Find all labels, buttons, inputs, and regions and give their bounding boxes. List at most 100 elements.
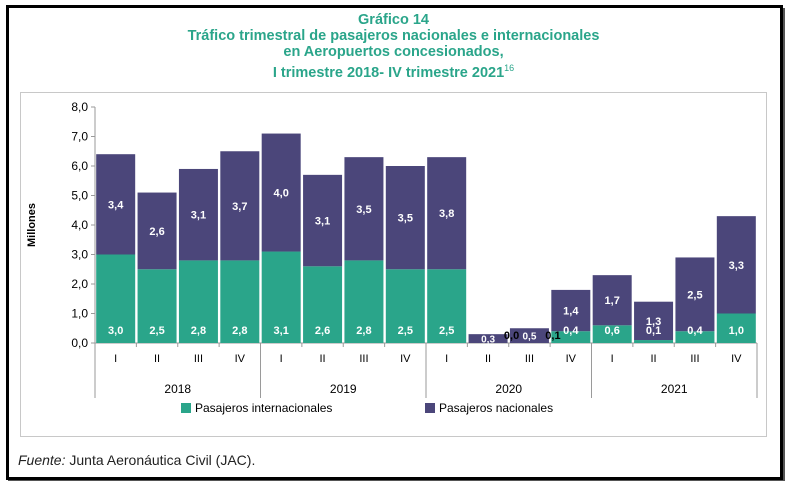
data-label-internacionales: 0,1 [646, 325, 661, 337]
x-tick-label: IV [400, 353, 411, 365]
y-tick-label: 2,0 [71, 277, 88, 291]
group-label: 2021 [661, 382, 688, 396]
group-label: 2018 [164, 382, 191, 396]
title-footnote: 16 [504, 63, 515, 73]
title-line-3: en Aeropuertos concesionados, [283, 44, 504, 60]
title-line-4-text: I trimestre 2018- IV trimestre 2021 [272, 64, 505, 81]
bar-internacionales [634, 340, 674, 343]
data-label-internacionales: 2,5 [149, 325, 164, 337]
x-tick-label: II [320, 353, 326, 365]
source-note: Fuente: Junta Aeronáutica Civil (JAC). [18, 452, 255, 468]
bar-internacionales [385, 269, 425, 343]
stacked-bar-chart: 0,0 1,0 2,0 3,0 4,0 5,0 6,0 7,0 8,0 Millones 3,0 3,… [26, 100, 758, 415]
bar-nacionales [509, 328, 549, 343]
data-label-extra: 0,0 [504, 330, 519, 342]
bar-nacionales [427, 157, 467, 270]
bar-internacionales [303, 266, 343, 343]
data-label-internacionales: 3,1 [274, 325, 289, 337]
y-tick-label: 6,0 [71, 159, 88, 173]
x-tick-label: I [445, 353, 448, 365]
data-label-internacionales: 2,5 [439, 325, 454, 337]
data-label-nacionales: 1,7 [605, 295, 620, 307]
chart-area: 0,0 1,0 2,0 3,0 4,0 5,0 6,0 7,0 8,0 Millones 3,0 3,… [20, 92, 767, 437]
y-tick-label: 5,0 [71, 189, 88, 203]
bar-internacionales [220, 260, 260, 343]
bar-nacionales [385, 166, 425, 270]
bar-nacionales [261, 133, 301, 252]
data-label-internacionales: 1,0 [729, 325, 744, 337]
bar-internacionales [261, 251, 301, 343]
legend-swatch [425, 403, 435, 413]
group-label: 2020 [495, 382, 522, 396]
y-axis-title: Millones [26, 203, 38, 247]
x-tick-label: IV [731, 353, 742, 365]
legend-label: Pasajeros internacionales [195, 401, 332, 415]
data-label-internacionales: 0,4 [687, 325, 703, 337]
bar-nacionales [220, 151, 260, 261]
chart-title: Gráfico 14 Tráfico trimestral de pasajer… [0, 12, 787, 81]
bar-nacionales [592, 275, 632, 326]
data-label-nacionales: 0,3 [481, 335, 495, 346]
x-tick-label: I [611, 353, 614, 365]
x-tick-label: III [359, 353, 368, 365]
source-label: Fuente: [18, 452, 66, 468]
title-line-4: I trimestre 2018- IV trimestre 202116 [0, 60, 787, 81]
bar-internacionales [427, 269, 467, 343]
data-label-nacionales: 3,5 [398, 213, 413, 225]
data-label-internacionales: 2,8 [191, 325, 206, 337]
data-label-internacionales: 0,6 [605, 325, 620, 337]
x-tick-label: II [485, 353, 491, 365]
data-label-nacionales: 0,5 [522, 332, 536, 343]
data-label-nacionales: 1,4 [563, 306, 579, 318]
y-tick-label: 0,0 [71, 336, 88, 350]
bar-internacionales [137, 269, 177, 343]
y-tick-label: 8,0 [71, 100, 88, 114]
bar-nacionales [675, 257, 715, 332]
bar-internacionales [178, 260, 218, 343]
title-line-2: Tráfico trimestral de pasajeros nacional… [187, 28, 600, 44]
y-tick-label: 3,0 [71, 248, 88, 262]
source-text: Junta Aeronáutica Civil (JAC). [69, 452, 256, 468]
bar-nacionales [716, 216, 756, 314]
bar-nacionales [96, 154, 136, 255]
legend-label: Pasajeros nacionales [439, 401, 553, 415]
bar-internacionales [675, 331, 715, 343]
data-label-nacionales: 3,7 [232, 201, 247, 213]
x-tick-label: IV [235, 353, 246, 365]
data-label-nacionales: 3,8 [439, 208, 454, 220]
y-tick-label: 7,0 [71, 130, 88, 144]
title-line-1: Gráfico 14 [358, 12, 429, 28]
data-label-internacionales: 2,6 [315, 325, 330, 337]
data-label-nacionales: 2,6 [149, 226, 164, 238]
data-label-nacionales: 2,5 [687, 289, 702, 301]
bar-nacionales [634, 301, 674, 341]
bar-internacionales [551, 331, 591, 343]
y-tick-label: 4,0 [71, 218, 88, 232]
data-label-nacionales: 4,0 [274, 188, 289, 200]
data-label-internacionales: 2,5 [398, 325, 413, 337]
bar-nacionales [137, 192, 177, 270]
bar-nacionales [551, 289, 591, 332]
data-label-nacionales: 3,5 [356, 204, 371, 216]
data-label-nacionales: 1,3 [646, 316, 661, 328]
bar-internacionales [592, 325, 632, 343]
x-tick-label: I [280, 353, 283, 365]
y-tick-label: 1,0 [71, 307, 88, 321]
data-label-extra: 0,1 [545, 330, 560, 342]
x-tick-label: III [525, 353, 534, 365]
data-label-internacionales: 2,8 [356, 325, 371, 337]
x-tick-label: II [154, 353, 160, 365]
data-label-internacionales: 0,4 [563, 325, 579, 337]
x-tick-label: III [690, 353, 699, 365]
bar-nacionales [178, 168, 218, 261]
data-label-internacionales: 2,8 [232, 325, 247, 337]
x-tick-label: II [651, 353, 657, 365]
x-tick-label: III [194, 353, 203, 365]
data-label-nacionales: 3,1 [315, 216, 330, 228]
x-tick-label: IV [566, 353, 577, 365]
bar-nacionales [344, 157, 384, 261]
data-label-nacionales: 3,4 [108, 199, 124, 211]
data-label-nacionales: 3,1 [191, 210, 206, 222]
bar-internacionales [716, 313, 756, 343]
legend-swatch [181, 403, 191, 413]
